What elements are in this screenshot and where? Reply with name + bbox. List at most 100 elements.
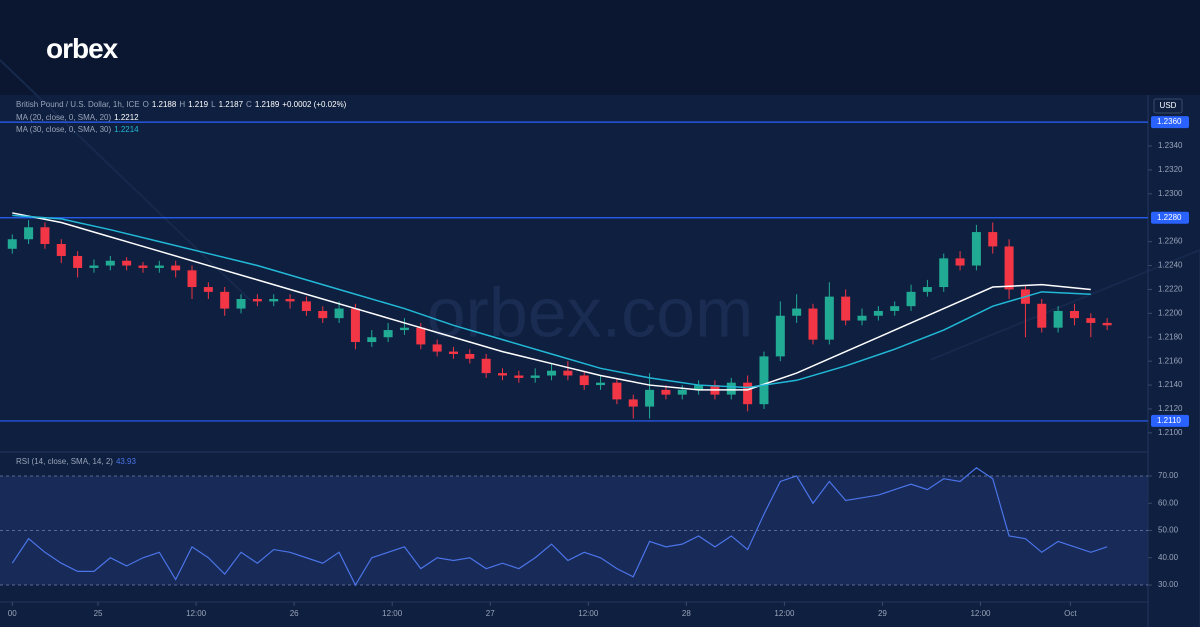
candle-body bbox=[1037, 303, 1047, 328]
ma-value: 1.2212 bbox=[114, 113, 139, 122]
y-tick-label: 1.2140 bbox=[1158, 380, 1183, 389]
decoration bbox=[0, 59, 1200, 627]
x-tick-label: 29 bbox=[878, 609, 887, 618]
candle-body bbox=[350, 308, 360, 343]
rsi-tick-label: 60.00 bbox=[1158, 498, 1179, 507]
x-tick-label: 12:00 bbox=[578, 609, 599, 618]
candle-body bbox=[775, 315, 785, 357]
rsi-value: 43.93 bbox=[115, 457, 136, 466]
rsi-tick-label: 50.00 bbox=[1158, 526, 1179, 535]
ma20-legend: MA (20, close, 0, SMA, 20) 1.2212 bbox=[16, 113, 139, 122]
candle-body bbox=[383, 330, 393, 338]
level-label-box bbox=[1151, 414, 1189, 427]
y-tick-label: 1.2160 bbox=[1158, 356, 1183, 365]
candle-body bbox=[939, 258, 949, 288]
rsi-tick-label: 30.00 bbox=[1158, 580, 1179, 589]
candle-body bbox=[7, 239, 17, 249]
candle-body bbox=[792, 308, 802, 316]
y-tick-label: 1.2120 bbox=[1158, 404, 1183, 413]
candle-body bbox=[579, 375, 589, 386]
instrument: British Pound / U.S. Dollar, 1h, ICE bbox=[16, 100, 140, 109]
candle-body bbox=[645, 389, 655, 407]
candle-body bbox=[988, 232, 998, 247]
x-tick-label: 00 bbox=[8, 609, 17, 618]
candle-body bbox=[824, 296, 834, 340]
ma30-legend: MA (30, close, 0, SMA, 30) 1.2214 bbox=[16, 125, 139, 134]
candle-body bbox=[596, 382, 606, 386]
candle-body bbox=[498, 373, 508, 376]
candle-body bbox=[726, 382, 736, 395]
candle-body bbox=[890, 306, 900, 311]
candle-body bbox=[154, 265, 164, 268]
candle-body bbox=[416, 327, 426, 345]
quote-label: H bbox=[179, 100, 186, 109]
candle-body bbox=[334, 308, 344, 319]
instrument-legend: British Pound / U.S. Dollar, 1h, ICE O 1.… bbox=[16, 100, 346, 109]
level-label: 1.2280 bbox=[1157, 213, 1182, 222]
candle-body bbox=[922, 287, 932, 292]
candle-body bbox=[677, 389, 687, 395]
candle-body bbox=[56, 244, 66, 256]
level-label: 1.2360 bbox=[1157, 117, 1182, 126]
rsi-band bbox=[0, 475, 1148, 586]
quote: O 1.2188 H 1.219 L 1.2187 C 1.2189 bbox=[143, 100, 280, 109]
y-tick-label: 1.2240 bbox=[1158, 261, 1183, 270]
candle-body bbox=[743, 382, 753, 405]
candle-body bbox=[24, 227, 34, 240]
y-tick-label: 1.2220 bbox=[1158, 285, 1183, 294]
x-tick-label: Oct bbox=[1064, 609, 1077, 618]
x-tick-label: 28 bbox=[682, 609, 691, 618]
currency-box bbox=[1153, 98, 1183, 114]
candle-body bbox=[318, 310, 328, 319]
candle-body bbox=[841, 296, 851, 321]
candle-body bbox=[1004, 246, 1014, 290]
candle-body bbox=[301, 301, 311, 311]
candle-body bbox=[955, 258, 965, 266]
ma-line bbox=[12, 212, 1091, 391]
quote-label: L bbox=[211, 100, 216, 109]
candle-body bbox=[220, 291, 230, 309]
y-tick-label: 1.2340 bbox=[1158, 141, 1183, 150]
candle-body bbox=[694, 385, 704, 390]
candle-body bbox=[432, 344, 442, 352]
x-tick-label: 27 bbox=[486, 609, 495, 618]
currency: USD bbox=[1160, 101, 1177, 110]
rsi-name: RSI (14, close, SMA, 14, 2) bbox=[16, 457, 113, 466]
candle-body bbox=[89, 265, 99, 268]
quote-value: 1.2189 bbox=[254, 100, 280, 109]
x-tick-label: 12:00 bbox=[970, 609, 991, 618]
quote-value: 1.2187 bbox=[218, 100, 244, 109]
quote-label: O bbox=[142, 100, 149, 109]
candle-body bbox=[1102, 322, 1112, 326]
candle-body bbox=[481, 358, 491, 374]
candle-body bbox=[514, 375, 524, 378]
x-tick-label: 25 bbox=[94, 609, 103, 618]
candle-body bbox=[1053, 310, 1063, 328]
candle-body bbox=[808, 308, 818, 340]
y-tick-label: 1.2300 bbox=[1158, 189, 1183, 198]
candle-body bbox=[252, 299, 262, 302]
x-tick-label: 12:00 bbox=[774, 609, 795, 618]
candle-body bbox=[873, 310, 883, 316]
rsi-line bbox=[11, 467, 1108, 587]
candle-body bbox=[236, 299, 246, 309]
quote-label: C bbox=[246, 100, 252, 109]
candle-body bbox=[122, 260, 132, 266]
candle-body bbox=[906, 291, 916, 307]
logo: orbex bbox=[46, 33, 118, 64]
y-tick-label: 1.2180 bbox=[1158, 332, 1183, 341]
candle-body bbox=[661, 389, 671, 395]
candle-body bbox=[971, 232, 981, 266]
candle-body bbox=[628, 399, 638, 407]
level-label: 1.2110 bbox=[1157, 416, 1181, 425]
candle-body bbox=[399, 327, 409, 331]
candle-body bbox=[1069, 310, 1079, 319]
x-tick-label: 12:00 bbox=[186, 609, 207, 618]
candle-body bbox=[171, 265, 181, 271]
candle-body bbox=[203, 287, 213, 292]
rsi-legend: RSI (14, close, SMA, 14, 2) 43.93 bbox=[16, 457, 136, 466]
y-tick-label: 1.2100 bbox=[1158, 428, 1183, 437]
candle-body bbox=[105, 260, 115, 266]
